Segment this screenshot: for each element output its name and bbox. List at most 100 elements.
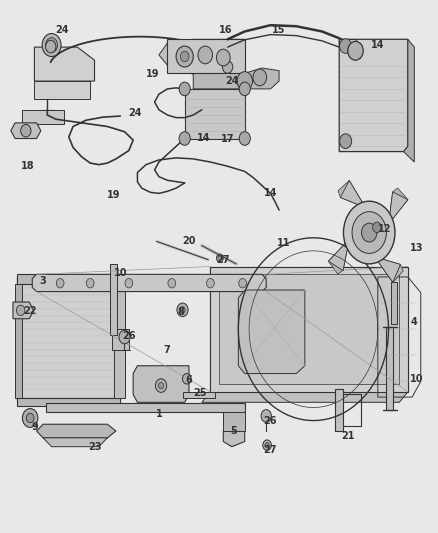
Polygon shape [35,47,95,81]
Polygon shape [340,181,366,208]
Text: 26: 26 [122,331,136,341]
Circle shape [373,222,381,232]
Circle shape [21,124,31,137]
Text: 1: 1 [155,409,162,419]
Text: 26: 26 [263,416,276,425]
Text: 21: 21 [341,431,354,441]
Text: 15: 15 [272,25,286,35]
Polygon shape [210,266,408,392]
Circle shape [263,440,272,450]
Circle shape [26,413,34,423]
Text: 27: 27 [216,255,230,265]
Circle shape [261,410,272,422]
Polygon shape [167,39,245,73]
Polygon shape [339,39,408,151]
Text: 19: 19 [107,190,120,200]
Circle shape [180,51,189,62]
Polygon shape [32,274,266,292]
Circle shape [125,279,133,288]
Polygon shape [46,403,245,411]
Polygon shape [17,274,120,284]
Text: 24: 24 [225,76,239,86]
Text: 11: 11 [277,238,290,248]
Circle shape [46,41,56,53]
Circle shape [361,223,377,242]
Circle shape [265,442,269,448]
Polygon shape [219,274,399,384]
Text: 7: 7 [163,345,170,355]
Polygon shape [238,290,305,374]
Text: 4: 4 [411,317,418,327]
Text: 14: 14 [197,133,211,143]
Polygon shape [22,416,28,420]
Polygon shape [11,123,41,139]
Polygon shape [183,392,215,398]
Text: 6: 6 [186,375,192,385]
Circle shape [86,279,94,288]
Circle shape [239,82,251,96]
Circle shape [155,379,166,392]
Polygon shape [21,110,64,124]
Polygon shape [35,81,90,99]
Circle shape [183,374,191,384]
Polygon shape [185,89,245,139]
Circle shape [159,383,164,389]
Polygon shape [17,277,120,400]
Circle shape [253,69,267,86]
Circle shape [22,409,38,427]
Polygon shape [43,438,107,447]
Polygon shape [13,302,34,319]
Circle shape [216,49,230,66]
Text: 18: 18 [21,160,35,171]
Circle shape [352,212,386,254]
Text: 14: 14 [264,188,277,198]
Polygon shape [389,188,408,224]
Polygon shape [328,239,350,271]
Polygon shape [159,39,262,74]
Circle shape [119,330,130,344]
Text: 25: 25 [193,389,206,399]
Polygon shape [386,327,393,410]
Circle shape [343,201,395,264]
Text: 10: 10 [410,374,423,384]
Circle shape [16,305,25,316]
Text: 12: 12 [378,224,391,234]
Circle shape [198,46,212,64]
Circle shape [179,82,190,96]
Circle shape [239,279,247,288]
Text: 8: 8 [177,308,184,318]
Polygon shape [338,181,366,208]
Text: 9: 9 [31,422,38,432]
Polygon shape [223,431,245,447]
Circle shape [168,279,176,288]
Polygon shape [389,192,408,224]
Text: 24: 24 [128,108,142,118]
Text: 5: 5 [231,426,237,436]
Polygon shape [114,284,124,398]
Text: 10: 10 [113,268,127,278]
Text: 27: 27 [263,446,276,455]
Polygon shape [193,68,279,89]
Circle shape [239,132,251,146]
Polygon shape [374,257,403,282]
Polygon shape [339,39,357,47]
Polygon shape [374,257,400,282]
Text: 3: 3 [39,276,46,286]
Circle shape [223,61,233,73]
Polygon shape [202,392,408,402]
Circle shape [42,34,61,56]
Polygon shape [223,411,245,431]
Circle shape [237,71,252,91]
Circle shape [180,306,185,313]
Circle shape [348,42,363,60]
Text: 23: 23 [88,442,101,451]
Text: 19: 19 [146,69,159,79]
Circle shape [57,279,64,288]
Polygon shape [335,389,343,431]
Text: 20: 20 [182,237,196,246]
Polygon shape [36,424,116,438]
Text: 14: 14 [371,39,385,50]
Circle shape [216,254,223,262]
Text: 13: 13 [410,243,423,253]
Text: 22: 22 [23,306,37,316]
